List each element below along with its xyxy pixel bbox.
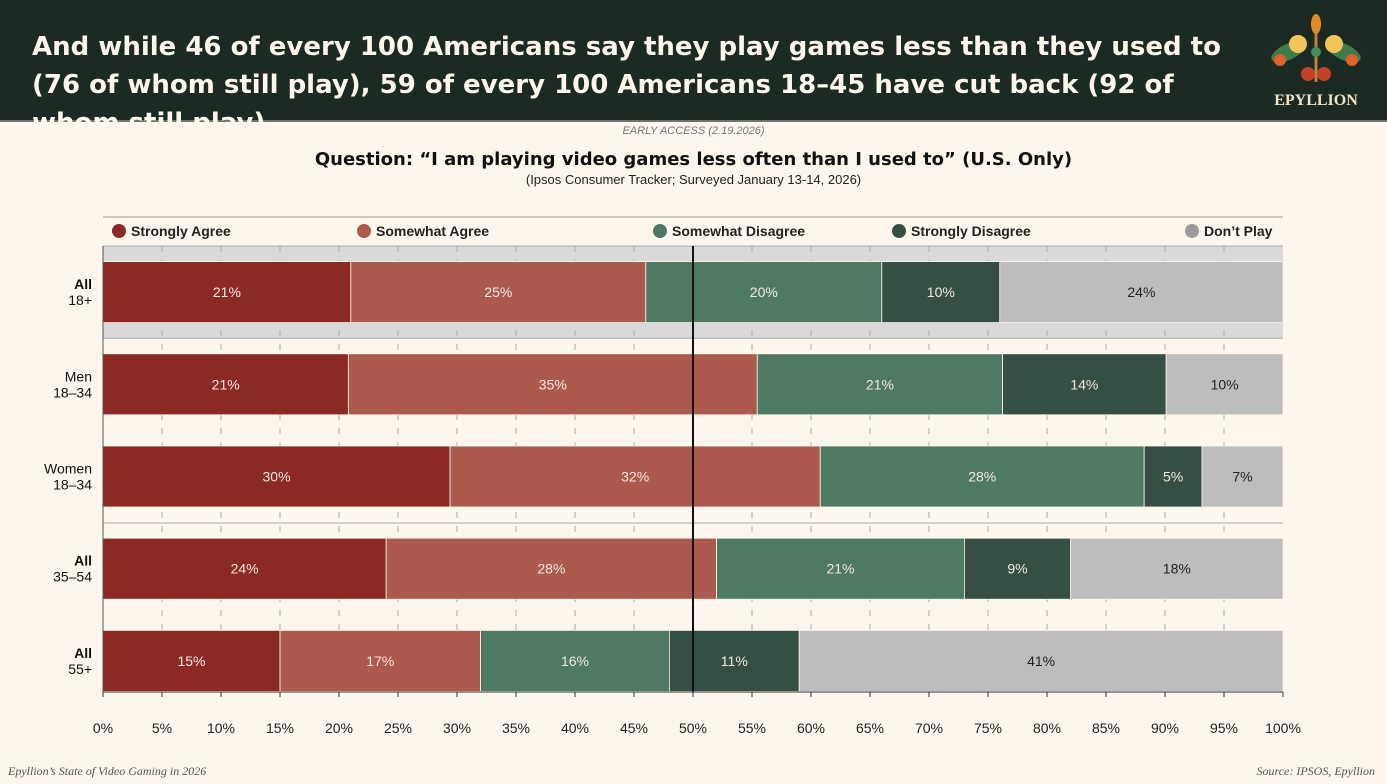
bar-segment [449, 445, 821, 508]
category-label: 18+ [68, 292, 92, 308]
stacked-bar-chart: Strongly Agree Somewhat Agree Somewhat Dis… [44, 216, 1301, 736]
legend-swatch [892, 224, 906, 238]
category-label: All [74, 645, 92, 661]
data-label: 21% [212, 376, 240, 392]
data-label: 35% [539, 376, 567, 392]
data-label: 11% [721, 653, 748, 669]
x-tick-label: 35% [502, 720, 530, 736]
bar-segment [102, 353, 349, 416]
x-tick-label: 45% [620, 720, 648, 736]
legend-swatch [357, 224, 371, 238]
data-label: 24% [1127, 284, 1155, 300]
legend-swatch [112, 224, 126, 238]
category-label: 55+ [68, 661, 92, 677]
bar-segment [102, 537, 387, 600]
x-tick-label: 70% [915, 720, 943, 736]
chart-title: Question: “I am playing video games less… [314, 149, 1073, 170]
data-label: 16% [561, 653, 589, 669]
legend-swatch [653, 224, 667, 238]
chart-subtitle: (Ipsos Consumer Tracker; Surveyed Januar… [525, 172, 862, 187]
data-label: 17% [366, 653, 394, 669]
category-label: All [74, 276, 92, 292]
legend-label: Strongly Disagree [911, 223, 1031, 239]
data-label: 28% [537, 561, 565, 577]
category-label: 35–54 [53, 569, 92, 585]
data-label: 25% [484, 284, 512, 300]
x-tick-label: 40% [561, 720, 589, 736]
bar-segment [669, 630, 800, 692]
data-label: 5% [1163, 469, 1183, 485]
x-tick-label: 100% [1265, 720, 1301, 736]
headline: And while 46 of every 100 Americans say … [32, 32, 1221, 138]
category-label: 18–34 [53, 384, 92, 400]
data-label: 24% [231, 561, 259, 577]
x-tick-label: 65% [856, 720, 884, 736]
bar-segment [756, 353, 1004, 416]
floral-logo-icon [1271, 14, 1361, 82]
bar-segment [1070, 537, 1284, 600]
legend-swatch [1185, 224, 1199, 238]
bar-segment [347, 353, 758, 416]
data-label: 18% [1163, 561, 1191, 577]
x-tick-label: 95% [1210, 720, 1238, 736]
data-label: 41% [1027, 653, 1055, 669]
data-label: 20% [750, 284, 778, 300]
bar-segment [999, 261, 1284, 324]
bar-segment [1002, 353, 1167, 416]
epyllion-logo: EPYLLION [1258, 12, 1374, 112]
x-tick-label: 50% [679, 720, 707, 736]
x-tick-label: 10% [207, 720, 235, 736]
legend-label: Strongly Agree [131, 223, 231, 239]
x-tick-label: 55% [738, 720, 766, 736]
x-tick-label: 85% [1092, 720, 1120, 736]
data-label: 21% [826, 561, 854, 577]
bar-segment [279, 630, 482, 692]
legend-label: Somewhat Disagree [672, 223, 805, 239]
data-label: 7% [1232, 469, 1252, 485]
data-label: 21% [213, 284, 241, 300]
bar-segment [645, 261, 883, 324]
footer-left: Epyllion’s State of Video Gaming in 2026 [8, 764, 207, 778]
header-banner: And while 46 of every 100 Americans say … [0, 0, 1387, 138]
bar-segment [716, 537, 965, 600]
legend-label: Somewhat Agree [376, 223, 489, 239]
x-tick-label: 20% [325, 720, 353, 736]
x-tick-label: 30% [443, 720, 471, 736]
bar-segment [1201, 445, 1284, 508]
x-tick-label: 60% [797, 720, 825, 736]
data-label: 15% [177, 653, 205, 669]
bar-segment [819, 445, 1145, 508]
data-label: 10% [927, 284, 955, 300]
x-tick-label: 75% [974, 720, 1002, 736]
bar-segment [881, 261, 1001, 324]
legend-label: Don’t Play [1204, 223, 1273, 239]
bar-segment [102, 261, 352, 324]
early-access-label: EARLY ACCESS (2.19.2026) [622, 125, 765, 137]
logo-text: EPYLLION [1274, 92, 1358, 109]
x-tick-label: 15% [266, 720, 294, 736]
category-label: 18–34 [53, 477, 92, 493]
category-label: Women [44, 461, 92, 477]
x-tick-label: 90% [1151, 720, 1179, 736]
bar-segment [964, 537, 1072, 600]
category-label: Men [65, 368, 92, 384]
data-label: 14% [1070, 376, 1098, 392]
data-label: 30% [263, 469, 291, 485]
data-label: 28% [968, 469, 996, 485]
bar-segment [385, 537, 718, 600]
x-tick-label: 0% [93, 720, 113, 736]
bar-segment [1143, 445, 1203, 508]
x-tick-label: 5% [152, 720, 172, 736]
footer-source: Source: IPSOS, Epyllion [1256, 764, 1375, 778]
data-label: 10% [1211, 376, 1239, 392]
x-tick-label: 25% [384, 720, 412, 736]
category-label: All [74, 553, 92, 569]
data-label: 32% [621, 469, 649, 485]
x-tick-label: 80% [1033, 720, 1061, 736]
data-label: 21% [866, 376, 894, 392]
data-label: 9% [1007, 561, 1027, 577]
bar-segment [1165, 353, 1284, 416]
bar-segment [798, 630, 1284, 692]
